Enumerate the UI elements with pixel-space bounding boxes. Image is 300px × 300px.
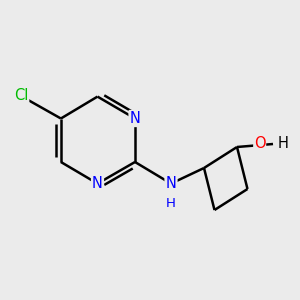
Text: N: N	[92, 176, 103, 191]
Text: Cl: Cl	[14, 88, 28, 104]
Text: H: H	[278, 136, 289, 152]
Text: O: O	[254, 136, 266, 152]
Text: H: H	[166, 196, 176, 210]
Text: N: N	[130, 111, 140, 126]
Text: N: N	[166, 176, 176, 191]
